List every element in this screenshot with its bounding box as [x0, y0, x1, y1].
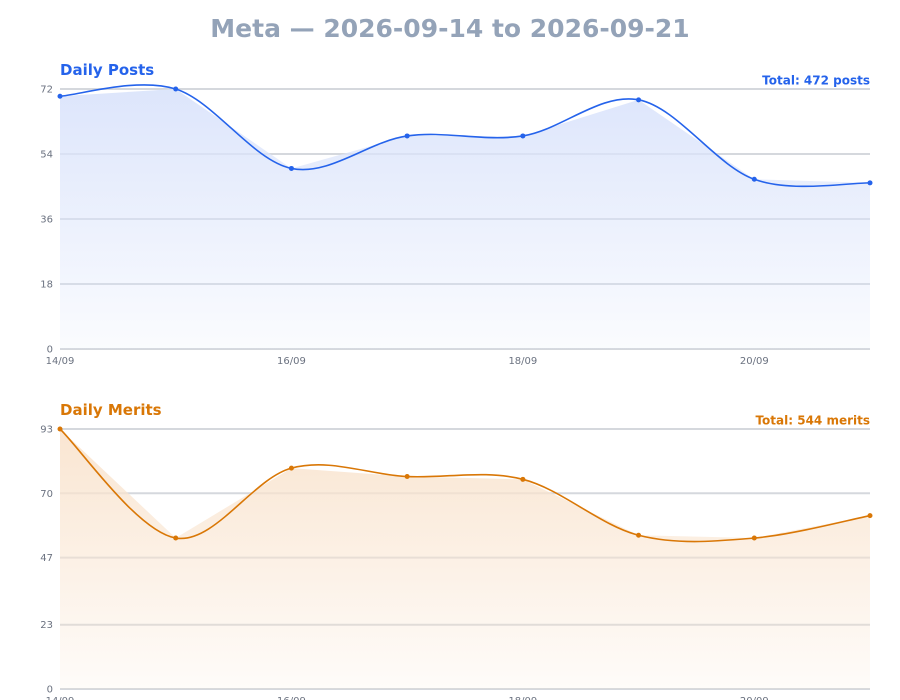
posts-data-point — [636, 97, 642, 103]
posts-y-tick-label: 0 — [47, 345, 53, 356]
posts-data-point — [404, 133, 410, 139]
merits-x-tick-label: 18/09 — [508, 696, 537, 700]
merits-data-point — [288, 465, 294, 471]
posts-y-tick-label: 36 — [40, 215, 53, 226]
posts-y-tick-label: 18 — [40, 280, 53, 291]
merits-y-tick-label: 93 — [40, 425, 53, 436]
posts-data-point — [867, 180, 873, 186]
posts-chart-title: Daily Posts — [60, 61, 154, 79]
posts-y-tick-label: 54 — [40, 150, 53, 161]
posts-data-point — [751, 176, 757, 182]
posts-y-tick-label: 72 — [40, 85, 53, 96]
merits-data-point — [636, 532, 642, 538]
merits-x-tick-label: 20/09 — [740, 696, 769, 700]
merits-chart-title: Daily Merits — [60, 401, 162, 419]
merits-data-point — [751, 535, 757, 541]
merits-data-point — [57, 426, 63, 432]
merits-data-point — [173, 535, 179, 541]
merits-y-tick-label: 47 — [40, 553, 53, 564]
posts-x-tick-label: 14/09 — [46, 356, 75, 367]
merits-y-tick-label: 0 — [47, 685, 53, 696]
merits-y-tick-label: 70 — [40, 489, 53, 500]
posts-series-line — [59, 84, 871, 188]
merits-x-tick-label: 16/09 — [277, 696, 306, 700]
posts-data-point — [520, 133, 526, 139]
merits-total-label: Total: 544 merits — [755, 414, 870, 428]
merits-area-fill — [60, 429, 870, 689]
posts-total-label: Total: 472 posts — [762, 74, 870, 88]
merits-data-point — [404, 474, 410, 480]
posts-x-tick-label: 20/09 — [740, 356, 769, 367]
merits-x-tick-label: 14/09 — [46, 696, 75, 700]
merits-data-point — [520, 476, 526, 482]
page-title: Meta — 2026-09-14 to 2026-09-21 — [210, 14, 690, 43]
merits-y-tick-label: 23 — [40, 620, 53, 631]
posts-data-point — [288, 165, 294, 171]
posts-x-tick-label: 16/09 — [277, 356, 306, 367]
posts-x-tick-label: 18/09 — [508, 356, 537, 367]
posts-data-point — [173, 86, 179, 92]
merits-data-point — [867, 513, 873, 519]
posts-data-point — [57, 93, 63, 99]
